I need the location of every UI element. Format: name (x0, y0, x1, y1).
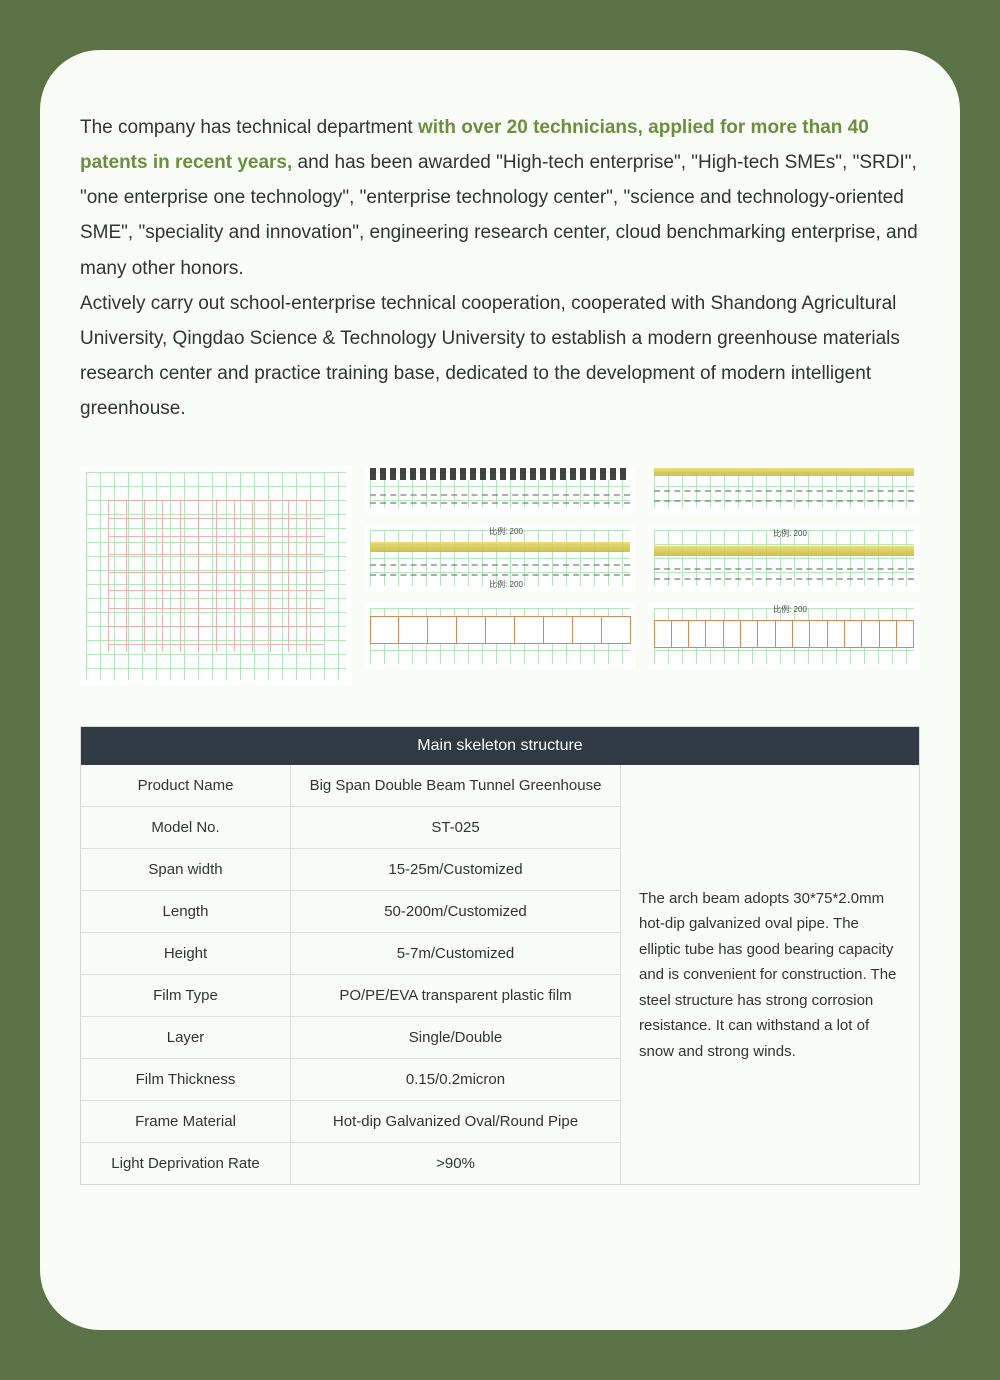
intro-text-3: Actively carry out school-enterprise tec… (80, 293, 900, 419)
table-row: Height 5-7m/Customized (81, 932, 621, 974)
diagram-plan-view (80, 466, 352, 686)
spec-label: Frame Material (81, 1101, 291, 1142)
diagram-elev-2: 比例: 200 比例: 200 (364, 524, 636, 592)
spec-value: Big Span Double Beam Tunnel Greenhouse (291, 765, 621, 806)
spec-value: Hot-dip Galvanized Oval/Round Pipe (291, 1101, 621, 1142)
intro-paragraph: The company has technical department wit… (80, 110, 920, 426)
spec-label: Model No. (81, 807, 291, 848)
diagram-elev-6: 比例: 200 (648, 602, 920, 670)
spec-value: 15-25m/Customized (291, 849, 621, 890)
table-row: Light Deprivation Rate >90% (81, 1142, 621, 1184)
table-row: Film Type PO/PE/EVA transparent plastic … (81, 974, 621, 1016)
table-row: Length 50-200m/Customized (81, 890, 621, 932)
diagram-row: 比例: 200 比例: 200 比例: 20 (80, 466, 920, 686)
spec-description: The arch beam adopts 30*75*2.0mm hot-dip… (621, 765, 919, 1184)
diagram-col-2: 比例: 200 比例: 200 (364, 466, 636, 686)
spec-table-rows: Product Name Big Span Double Beam Tunnel… (81, 765, 621, 1184)
spec-value: 0.15/0.2micron (291, 1059, 621, 1100)
content-card: The company has technical department wit… (40, 50, 960, 1330)
diagram-col-1 (80, 466, 352, 686)
spec-value: ST-025 (291, 807, 621, 848)
spec-label: Film Thickness (81, 1059, 291, 1100)
spec-table: Main skeleton structure Product Name Big… (80, 726, 920, 1185)
spec-value: >90% (291, 1143, 621, 1184)
spec-label: Light Deprivation Rate (81, 1143, 291, 1184)
diagram-scale-label: 比例: 200 (773, 604, 807, 615)
spec-value: PO/PE/EVA transparent plastic film (291, 975, 621, 1016)
table-row: Film Thickness 0.15/0.2micron (81, 1058, 621, 1100)
diagram-elev-5: 比例: 200 (648, 524, 920, 592)
diagram-scale-label: 比例: 200 (773, 528, 807, 539)
diagram-elev-3 (364, 602, 636, 670)
spec-label: Length (81, 891, 291, 932)
table-row: Layer Single/Double (81, 1016, 621, 1058)
spec-label: Span width (81, 849, 291, 890)
spec-label: Film Type (81, 975, 291, 1016)
spec-label: Layer (81, 1017, 291, 1058)
table-row: Model No. ST-025 (81, 806, 621, 848)
diagram-elev-4 (648, 466, 920, 514)
intro-text-1: The company has technical department (80, 117, 418, 138)
table-row: Span width 15-25m/Customized (81, 848, 621, 890)
spec-value: 50-200m/Customized (291, 891, 621, 932)
diagram-scale-label: 比例: 200 (489, 579, 523, 590)
spec-table-header: Main skeleton structure (81, 727, 919, 765)
diagram-scale-label: 比例: 200 (489, 526, 523, 537)
spec-value: Single/Double (291, 1017, 621, 1058)
spec-label: Product Name (81, 765, 291, 806)
spec-description-text: The arch beam adopts 30*75*2.0mm hot-dip… (639, 886, 901, 1065)
diagram-elev-1 (364, 466, 636, 514)
table-row: Product Name Big Span Double Beam Tunnel… (81, 765, 621, 806)
table-row: Frame Material Hot-dip Galvanized Oval/R… (81, 1100, 621, 1142)
spec-label: Height (81, 933, 291, 974)
diagram-col-3: 比例: 200 比例: 200 (648, 466, 920, 686)
spec-value: 5-7m/Customized (291, 933, 621, 974)
